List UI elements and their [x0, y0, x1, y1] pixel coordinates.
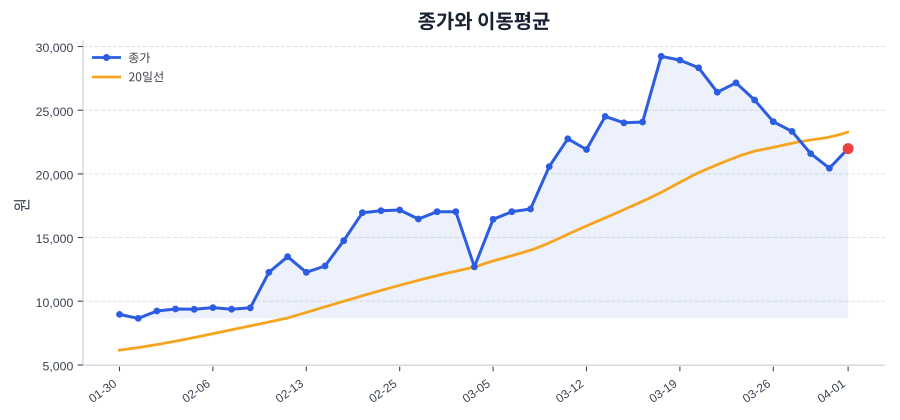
svg-text:10,000: 10,000 [36, 296, 74, 310]
svg-text:03-12: 03-12 [553, 376, 586, 405]
svg-text:01-30: 01-30 [86, 376, 119, 405]
svg-text:02-06: 02-06 [180, 376, 213, 405]
svg-text:03-19: 03-19 [647, 376, 680, 405]
svg-text:04-01: 04-01 [815, 376, 848, 405]
svg-text:20,000: 20,000 [36, 169, 74, 183]
svg-text:25,000: 25,000 [36, 105, 74, 119]
svg-text:03-05: 03-05 [460, 376, 493, 405]
svg-text:02-25: 02-25 [366, 376, 399, 405]
svg-text:02-13: 02-13 [273, 376, 306, 405]
svg-text:30,000: 30,000 [36, 41, 74, 55]
svg-text:5,000: 5,000 [43, 360, 74, 374]
svg-text:03-26: 03-26 [740, 376, 773, 405]
svg-text:15,000: 15,000 [36, 232, 74, 246]
